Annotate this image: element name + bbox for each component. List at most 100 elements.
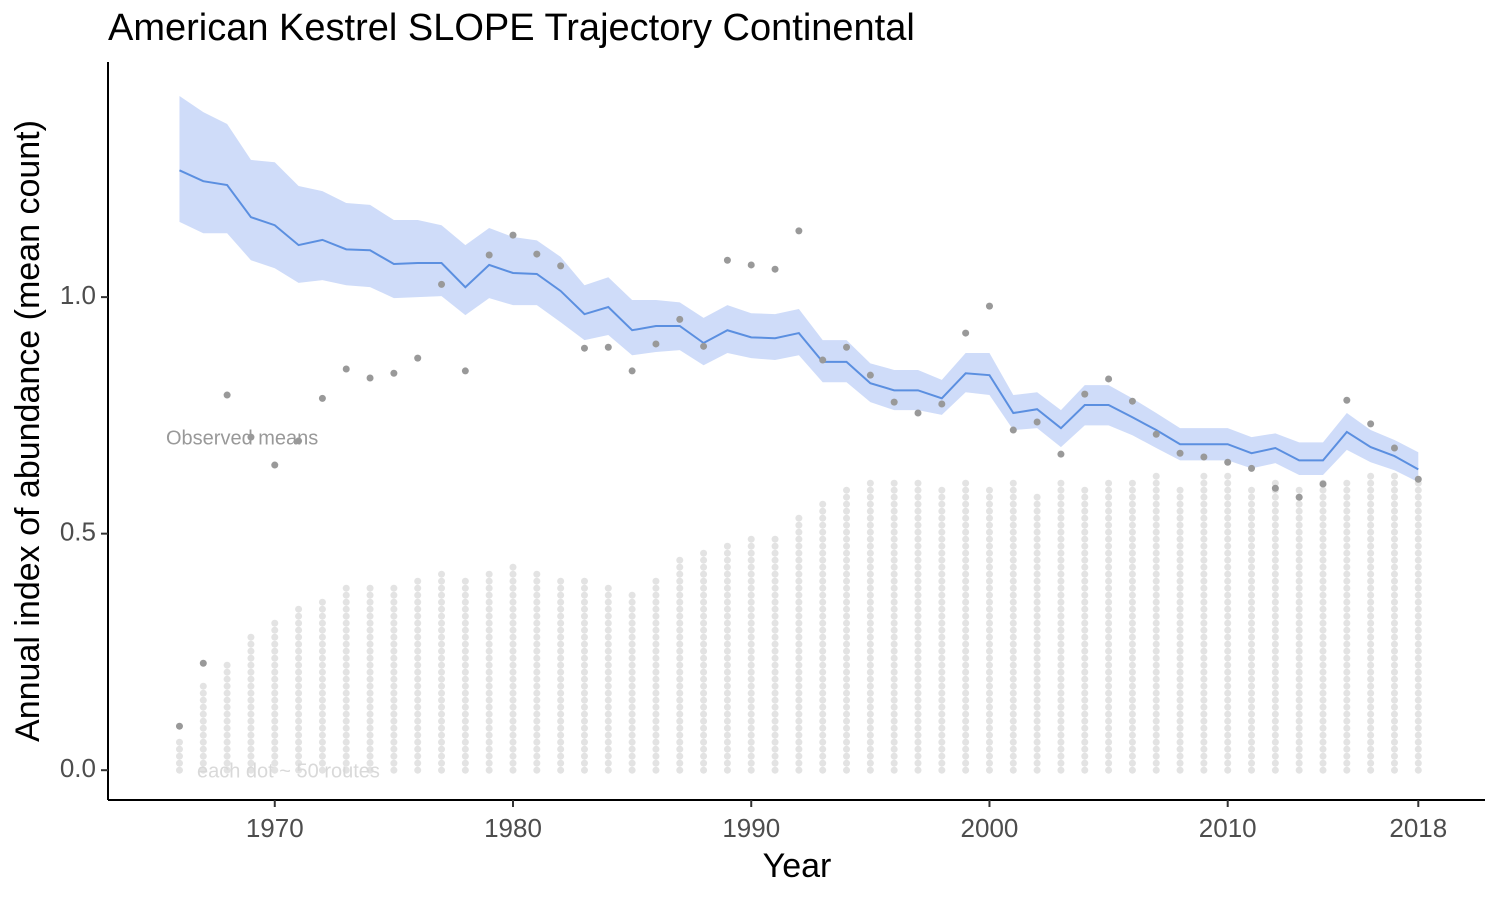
route-dot [1033, 626, 1041, 634]
route-dot [295, 619, 303, 627]
route-dot [890, 577, 898, 585]
route-dot [652, 738, 660, 746]
route-dot [938, 612, 946, 620]
observed-point [295, 437, 303, 445]
route-dot [390, 710, 398, 718]
route-dot [1057, 696, 1065, 704]
route-dot [390, 584, 398, 592]
route-dot [1009, 654, 1017, 662]
route-dot [366, 584, 374, 592]
route-dot [819, 745, 827, 753]
route-dot [247, 661, 255, 669]
route-dot [700, 710, 708, 718]
route-dot [962, 745, 970, 753]
route-dot [962, 654, 970, 662]
route-dot [843, 689, 851, 697]
route-dot [962, 584, 970, 592]
route-dot [223, 675, 231, 683]
route-dot [938, 689, 946, 697]
route-dot [1319, 507, 1327, 515]
route-dot [700, 752, 708, 760]
route-dot [628, 752, 636, 760]
route-dot [318, 738, 326, 746]
route-dot [1081, 598, 1089, 606]
route-dot [819, 710, 827, 718]
route-dot [366, 647, 374, 655]
route-dot [247, 647, 255, 655]
route-dot [1390, 598, 1398, 606]
route-dot [1319, 696, 1327, 704]
route-dot [1009, 605, 1017, 613]
route-dot [890, 654, 898, 662]
route-dot [985, 598, 993, 606]
route-dot [747, 696, 755, 704]
observed-point [1319, 480, 1327, 488]
route-dot [1081, 549, 1089, 557]
route-dot [771, 752, 779, 760]
route-dot [1128, 731, 1136, 739]
route-dot [1319, 556, 1327, 564]
route-dot [795, 549, 803, 557]
route-dot [1081, 514, 1089, 522]
route-dot [914, 668, 922, 676]
route-dot [199, 738, 207, 746]
route-dot [985, 570, 993, 578]
route-dot [1295, 577, 1303, 585]
route-dot [652, 710, 660, 718]
route-dot [1081, 563, 1089, 571]
route-dot [795, 563, 803, 571]
route-dot [1105, 640, 1113, 648]
route-dot [843, 647, 851, 655]
route-dot [1200, 549, 1208, 557]
route-dot [366, 703, 374, 711]
route-dot [1200, 535, 1208, 543]
route-dot [1009, 626, 1017, 634]
route-dot [866, 710, 874, 718]
route-dot [771, 710, 779, 718]
route-dot [985, 696, 993, 704]
route-dot [1367, 759, 1375, 767]
route-dot [1224, 724, 1232, 732]
route-dot [1224, 528, 1232, 536]
route-dot [1105, 626, 1113, 634]
route-dot [485, 584, 493, 592]
route-dot [1319, 535, 1327, 543]
route-dot [485, 724, 493, 732]
route-dot [890, 640, 898, 648]
route-dot [557, 696, 565, 704]
route-dot [1105, 479, 1113, 487]
route-dot [1414, 724, 1422, 732]
route-dot [1105, 682, 1113, 690]
route-dot [1343, 612, 1351, 620]
route-dot [843, 570, 851, 578]
route-dot [676, 633, 684, 641]
route-dot [1128, 563, 1136, 571]
route-dot [1248, 675, 1256, 683]
route-dot [390, 738, 398, 746]
route-dot [866, 570, 874, 578]
route-dot [1057, 626, 1065, 634]
route-dot [1390, 654, 1398, 662]
route-dot [843, 759, 851, 767]
route-dot [1343, 696, 1351, 704]
route-dot [914, 577, 922, 585]
route-dot [1105, 563, 1113, 571]
route-dot [604, 668, 612, 676]
route-dot [580, 689, 588, 697]
route-dot [1033, 542, 1041, 550]
route-dot [1367, 591, 1375, 599]
route-dot [700, 556, 708, 564]
route-dot [843, 752, 851, 760]
route-dot [1390, 591, 1398, 599]
route-dot [485, 717, 493, 725]
route-dot [557, 598, 565, 606]
route-dot [580, 591, 588, 599]
route-dot [985, 752, 993, 760]
route-dot [295, 759, 303, 767]
route-dot [938, 731, 946, 739]
route-dot [223, 710, 231, 718]
observed-point [1248, 464, 1256, 472]
route-dot [175, 738, 183, 746]
route-dot [795, 717, 803, 725]
route-dot [914, 710, 922, 718]
